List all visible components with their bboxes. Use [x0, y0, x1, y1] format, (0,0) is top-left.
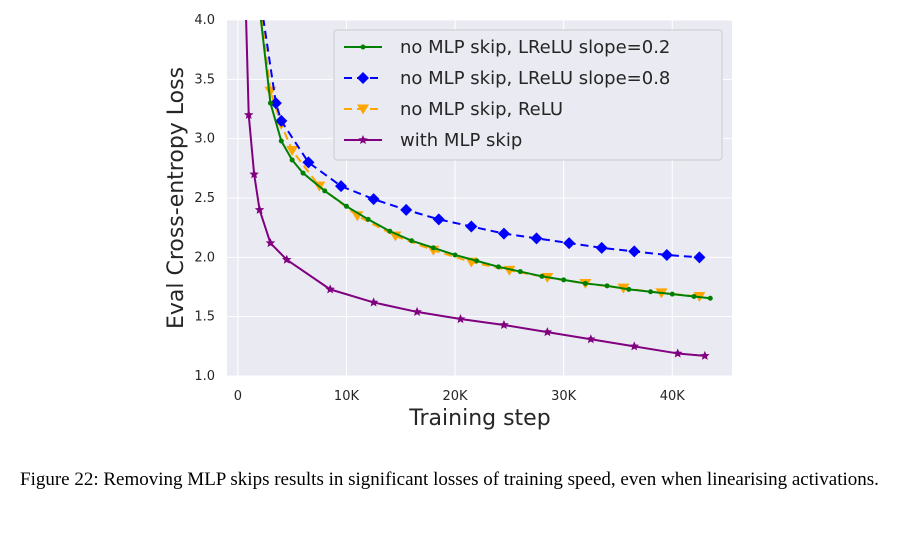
- legend: no MLP skip, LReLU slope=0.2 no MLP skip,…: [333, 29, 723, 161]
- data-point: [387, 228, 393, 234]
- data-point: [700, 350, 710, 360]
- legend-label: no MLP skip, ReLU: [400, 99, 563, 120]
- data-point: [254, 204, 265, 214]
- data-point: [412, 306, 422, 316]
- data-point: [278, 138, 284, 144]
- legend-marker: [357, 104, 369, 115]
- data-point: [432, 213, 445, 226]
- chart: 0 10K 20K 30K 40K 1.0 1.5 2.0 2.5 3.0 3.5 4.0 Train…: [164, 13, 732, 431]
- data-point: [269, 97, 282, 110]
- y-tick-label: 2.0: [194, 250, 215, 265]
- data-point: [335, 180, 348, 193]
- data-point: [517, 269, 523, 275]
- data-point: [322, 188, 328, 194]
- data-point: [400, 203, 413, 216]
- data-point: [343, 203, 349, 209]
- legend-marker: [358, 135, 368, 145]
- data-point: [499, 319, 509, 330]
- data-point: [561, 277, 567, 283]
- data-point: [275, 114, 288, 127]
- x-tick-label: 30K: [551, 389, 577, 404]
- data-point: [409, 238, 415, 244]
- data-point: [660, 248, 673, 261]
- series-3: [243, 20, 710, 360]
- data-point: [648, 289, 654, 295]
- data-point: [289, 157, 295, 163]
- data-point: [367, 193, 380, 206]
- legend-label: with MLP skip: [400, 130, 522, 151]
- legend-label: no MLP skip, LReLU slope=0.2: [400, 37, 670, 58]
- data-point: [693, 251, 706, 264]
- y-tick-label: 1.5: [194, 310, 215, 325]
- figure-caption: Figure 22: Removing MLP skips results in…: [20, 469, 879, 490]
- data-point: [530, 232, 543, 245]
- series-1: [262, 20, 706, 264]
- data-point: [497, 227, 510, 240]
- legend-marker: [360, 44, 366, 50]
- data-point: [691, 293, 697, 299]
- data-point: [586, 334, 596, 344]
- data-point: [539, 273, 545, 279]
- data-point: [542, 327, 553, 337]
- data-point: [629, 341, 640, 351]
- data-point: [563, 237, 576, 250]
- series-0: [259, 20, 713, 301]
- legend-box: [333, 29, 723, 161]
- data-point: [267, 100, 273, 106]
- x-axis-label: Training step: [408, 406, 550, 431]
- y-axis-label: Eval Cross-entropy Loss: [164, 67, 189, 329]
- x-tick-label: 40K: [660, 389, 686, 404]
- series-layer: [243, 20, 713, 360]
- data-point: [365, 216, 371, 222]
- data-point: [265, 238, 276, 248]
- data-point: [452, 252, 458, 258]
- data-point: [496, 264, 502, 270]
- data-point: [595, 241, 608, 254]
- data-point: [243, 109, 254, 119]
- x-tick-label: 20K: [443, 389, 469, 404]
- data-point: [604, 283, 610, 289]
- y-tick-label: 2.5: [194, 191, 215, 206]
- data-point: [430, 245, 436, 251]
- data-point: [368, 297, 379, 307]
- tick-layer: 0 10K 20K 30K 40K 1.0 1.5 2.0 2.5 3.0 3.5 4.0: [194, 13, 685, 404]
- data-point: [707, 295, 713, 301]
- y-tick-label: 3.5: [194, 72, 215, 87]
- data-point: [249, 169, 259, 179]
- y-tick-label: 4.0: [194, 13, 215, 28]
- data-point: [626, 286, 632, 292]
- x-tick-label: 0: [234, 389, 242, 404]
- data-point: [582, 280, 588, 286]
- data-point: [672, 348, 683, 358]
- y-tick-label: 1.0: [194, 369, 215, 384]
- data-point: [302, 156, 315, 169]
- data-point: [465, 220, 478, 233]
- data-point: [628, 245, 641, 258]
- data-point: [474, 258, 480, 264]
- data-point: [286, 146, 299, 156]
- data-point: [281, 254, 292, 264]
- data-point: [455, 314, 466, 324]
- data-point: [325, 284, 335, 294]
- series-line: [262, 20, 700, 259]
- legend-marker: [357, 72, 369, 84]
- data-point: [669, 291, 675, 297]
- y-tick-label: 3.0: [194, 132, 215, 147]
- data-point: [300, 170, 306, 176]
- legend-label: no MLP skip, LReLU slope=0.8: [400, 68, 670, 89]
- x-tick-label: 10K: [334, 389, 360, 404]
